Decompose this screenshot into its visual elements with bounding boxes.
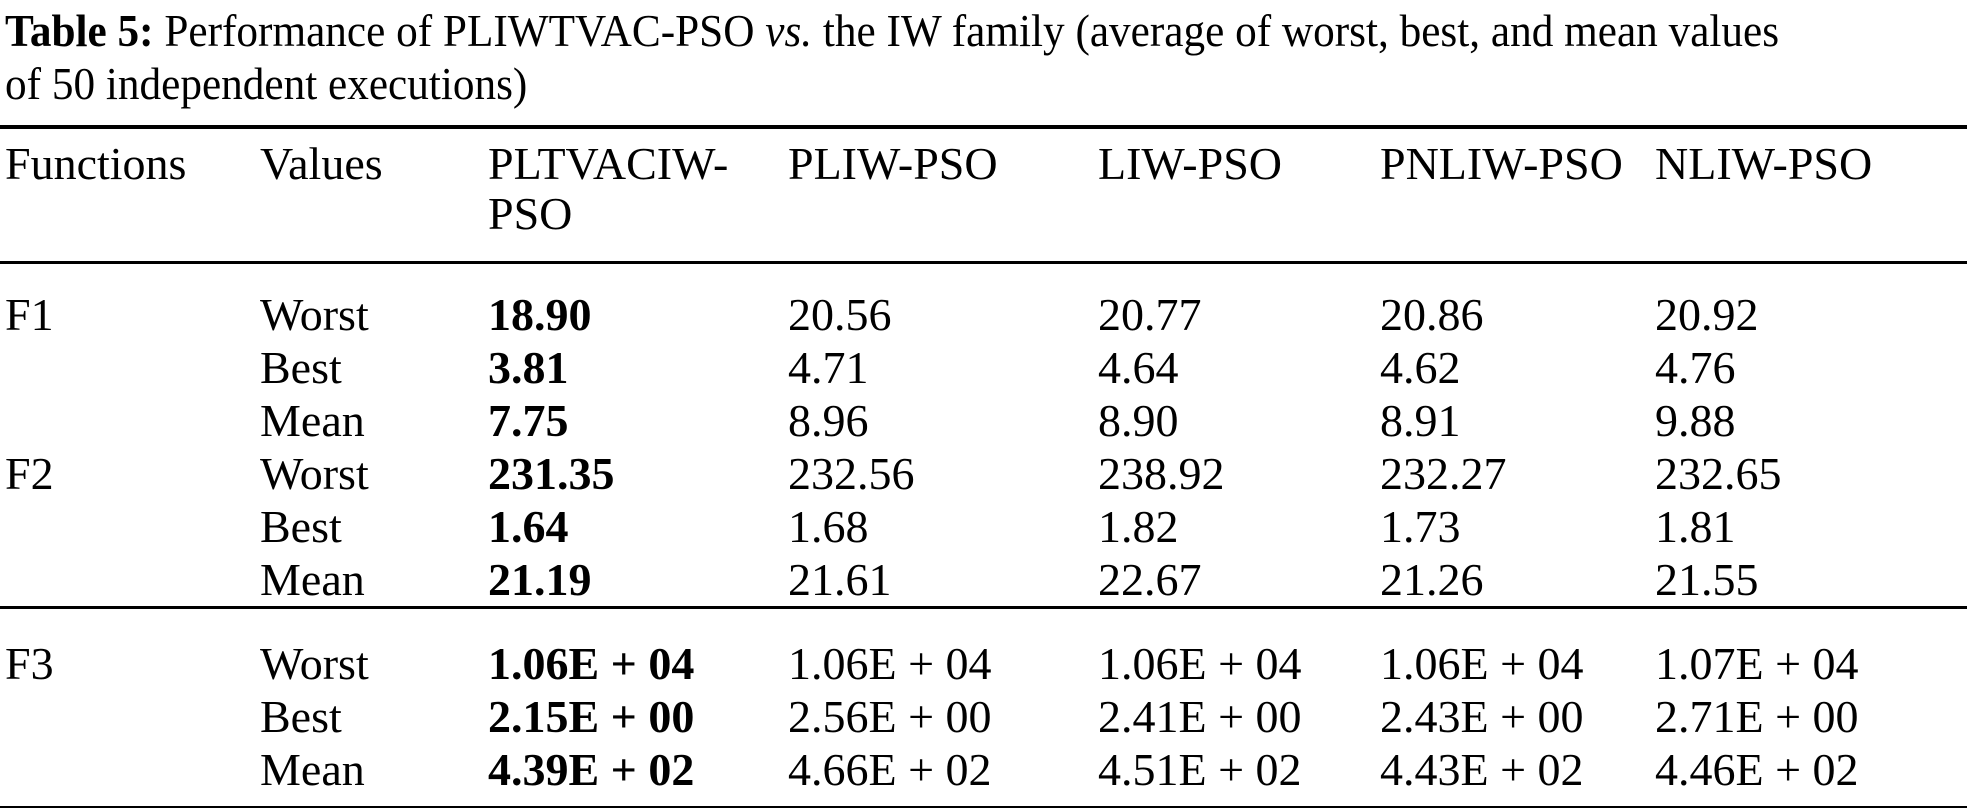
data-cell-pnliw-pso: 8.91 [1380, 395, 1461, 446]
data-cell-nliw-pso: 1.81 [1655, 501, 1736, 552]
data-cell-pltvaciw-pso: 1.64 [488, 501, 569, 552]
value-type-cell: Best [260, 691, 342, 742]
data-cell-pliw-pso: 1.68 [788, 501, 869, 552]
table-row: F1 Worst 18.90 20.56 20.77 20.86 20.92 [0, 263, 1967, 342]
table-row: Mean 4.39E + 02 4.66E + 02 4.51E + 02 4.… [0, 743, 1967, 808]
value-type-cell: Mean [260, 395, 365, 446]
data-cell-pliw-pso: 8.96 [788, 395, 869, 446]
caption-vs: vs. [765, 5, 813, 56]
data-cell-liw-pso: 238.92 [1098, 448, 1225, 499]
data-cell-pltvaciw-pso: 1.06E + 04 [488, 606, 788, 690]
paper-table-page: Table 5: Performance of PLIWTVAC-PSO vs.… [0, 4, 1967, 808]
data-cell-liw-pso: 22.67 [1098, 554, 1202, 605]
value-type-cell: Best [260, 501, 342, 552]
data-cell-pltvaciw-pso: 21.19 [488, 554, 592, 605]
data-cell-pliw-pso: 20.56 [788, 289, 892, 340]
data-cell-pnliw-pso: 21.26 [1380, 554, 1484, 605]
data-cell-pliw-pso: 4.66E + 02 [788, 744, 992, 795]
header-row: Functions Values PLTVACIW- PSO PLIW-PSO … [0, 125, 1967, 264]
caption-text-post-vs: the IW family (average of worst, best, a… [822, 5, 1780, 56]
data-cell-pnliw-pso: 1.73 [1380, 501, 1461, 552]
function-cell: F2 [5, 448, 54, 499]
table-row: F3 Worst 1.06E + 04 1.06E + 04 1.06E + 0… [0, 606, 1967, 690]
value-type-cell: Best [260, 342, 342, 393]
caption-line-2: of 50 independent executions) [5, 58, 528, 109]
data-cell-liw-pso: 20.77 [1098, 289, 1202, 340]
table-row: Mean 21.19 21.61 22.67 21.26 21.55 [0, 553, 1967, 608]
data-cell-pnliw-pso: 20.86 [1380, 289, 1484, 340]
data-cell-nliw-pso: 9.88 [1655, 395, 1736, 446]
caption-text-pre-vs: Performance of PLIWTVAC-PSO [164, 5, 755, 56]
header-liw-pso: LIW-PSO [1098, 125, 1380, 264]
data-cell-liw-pso: 4.51E + 02 [1098, 744, 1302, 795]
function-cell [0, 690, 260, 743]
data-cell-nliw-pso: 2.71E + 00 [1655, 691, 1859, 742]
data-cell-pnliw-pso: 4.43E + 02 [1380, 744, 1584, 795]
function-cell: F3 [0, 606, 260, 690]
table-section: F1 Worst 18.90 20.56 20.77 20.86 20.92 B… [0, 263, 1967, 608]
header-values: Values [260, 125, 488, 264]
data-cell-nliw-pso: 4.46E + 02 [1655, 744, 1859, 795]
data-cell-pnliw-pso: 232.27 [1380, 448, 1507, 499]
data-cell-pliw-pso: 1.06E + 04 [788, 606, 1098, 690]
data-cell-pltvaciw-pso: 231.35 [488, 448, 615, 499]
function-cell: F1 [5, 289, 54, 340]
results-table: Functions Values PLTVACIW- PSO PLIW-PSO … [0, 125, 1967, 808]
data-cell-nliw-pso: 21.55 [1655, 554, 1759, 605]
data-cell-pliw-pso: 21.61 [788, 554, 892, 605]
caption-line-1: Table 5: Performance of PLIWTVAC-PSO vs.… [5, 4, 1849, 57]
data-cell-nliw-pso: 1.07E + 04 [1655, 606, 1967, 690]
header-functions: Functions [0, 125, 260, 264]
header-pnliw-pso: PNLIW-PSO [1380, 125, 1655, 264]
header-nliw-pso: NLIW-PSO [1655, 125, 1967, 264]
data-cell-nliw-pso: 20.92 [1655, 289, 1759, 340]
function-cell [0, 553, 260, 608]
data-cell-pltvaciw-pso: 2.15E + 00 [488, 691, 695, 742]
data-cell-pliw-pso: 232.56 [788, 448, 915, 499]
header-pliw-pso: PLIW-PSO [788, 125, 1098, 264]
data-cell-liw-pso: 4.64 [1098, 342, 1179, 393]
caption-label: Table 5: [5, 5, 154, 56]
table-row: Mean 7.75 8.96 8.90 8.91 9.88 [0, 394, 1967, 447]
data-cell-pnliw-pso: 4.62 [1380, 342, 1461, 393]
header-pltvaciw-pso: PLTVACIW- PSO [488, 125, 788, 264]
table-section: F3 Worst 1.06E + 04 1.06E + 04 1.06E + 0… [0, 606, 1967, 808]
value-type-cell: Mean [260, 744, 365, 795]
function-cell [0, 500, 260, 553]
data-cell-pnliw-pso: 1.06E + 04 [1380, 606, 1655, 690]
value-type-cell: Worst [260, 448, 369, 499]
data-cell-pltvaciw-pso: 4.39E + 02 [488, 744, 695, 795]
data-cell-nliw-pso: 232.65 [1655, 448, 1782, 499]
table-row: Best 3.81 4.71 4.64 4.62 4.76 [0, 341, 1967, 394]
table-row: Best 2.15E + 00 2.56E + 00 2.41E + 00 2.… [0, 690, 1967, 743]
data-cell-pnliw-pso: 2.43E + 00 [1380, 691, 1584, 742]
data-cell-nliw-pso: 4.76 [1655, 342, 1736, 393]
value-type-cell: Mean [260, 554, 365, 605]
function-cell [0, 743, 260, 808]
value-type-cell: Worst [260, 606, 488, 690]
function-cell [0, 394, 260, 447]
table-header: Functions Values PLTVACIW- PSO PLIW-PSO … [0, 125, 1967, 264]
data-cell-liw-pso: 1.06E + 04 [1098, 606, 1380, 690]
data-cell-pliw-pso: 4.71 [788, 342, 869, 393]
data-cell-pltvaciw-pso: 3.81 [488, 342, 569, 393]
data-cell-pltvaciw-pso: 7.75 [488, 395, 569, 446]
data-cell-liw-pso: 2.41E + 00 [1098, 691, 1302, 742]
table-row: F2 Worst 231.35 232.56 238.92 232.27 232… [0, 447, 1967, 500]
data-cell-liw-pso: 1.82 [1098, 501, 1179, 552]
function-cell [0, 341, 260, 394]
data-cell-liw-pso: 8.90 [1098, 395, 1179, 446]
data-cell-pltvaciw-pso: 18.90 [488, 289, 592, 340]
value-type-cell: Worst [260, 289, 369, 340]
table-row: Best 1.64 1.68 1.82 1.73 1.81 [0, 500, 1967, 553]
table-caption: Table 5: Performance of PLIWTVAC-PSO vs.… [5, 4, 1849, 110]
data-cell-pliw-pso: 2.56E + 00 [788, 691, 992, 742]
